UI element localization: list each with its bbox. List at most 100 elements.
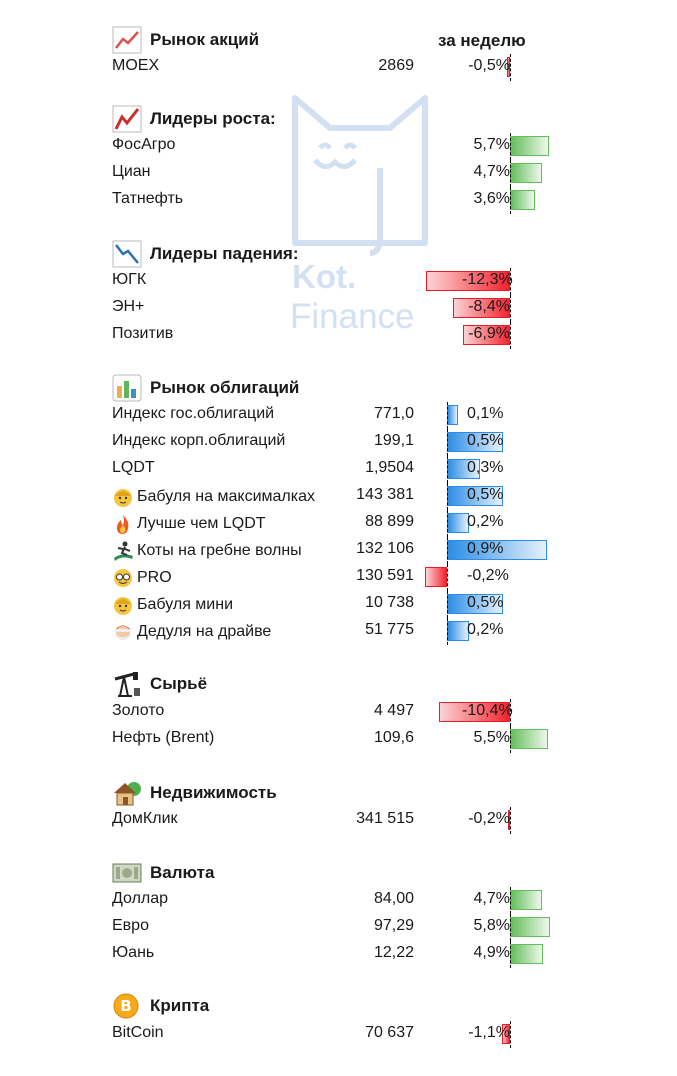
row-name: Индекс гос.облигаций [112,405,274,423]
change-bar [510,190,535,210]
row-value: 143 381 [356,486,414,503]
zero-axis [510,54,511,81]
row-name-text: ЮГК [112,271,147,288]
row-change-percent: 4,9% [473,944,510,961]
row-value: 51 775 [365,621,414,638]
zero-axis [510,295,511,322]
row-change-percent: 5,8% [473,917,510,934]
trend-up-icon [112,105,142,133]
change-bar [426,271,510,291]
section-title: Крипта [150,996,210,1015]
change-bar [508,810,510,830]
row-name-text: Нефть (Brent) [112,729,215,746]
row-name-text: Евро [112,917,149,934]
change-bar [462,325,510,345]
section-title: Лидеры роста: [150,109,276,128]
table-row: Индекс корп.облигаций 199,1 0,5% [112,429,672,456]
row-value: 97,29 [373,917,414,934]
row-name: Золото [112,702,164,720]
zero-axis [510,268,511,295]
row-value: 88 899 [365,513,414,530]
table-row: Бабуля на максималках 143 381 0,5% [112,483,672,510]
table-row: Индекс гос.облигаций 771,0 0,1% [112,402,672,429]
row-name: Нефть (Brent) [112,729,214,747]
row-name-text: PRO [137,569,172,586]
row-name-text: ДомКлик [112,810,178,827]
row-name: MOEX [112,57,159,75]
row-name: Индекс корп.облигаций [112,432,285,450]
section-title: Валюта [150,863,215,882]
table-row: Дедуля на драйве 51 775 0,2% [112,618,672,645]
row-name-text: Доллар [112,890,169,907]
row-name-text: Бабуля мини [137,596,234,613]
row-change-percent: -1,1% [468,1024,510,1041]
table-row: BitCoin 70 637 -1,1% [112,1021,672,1048]
watermark-text-finance: Finance [290,297,415,336]
row-name: ФосАгро [112,136,175,154]
table-row: Циан 4,7% [112,160,672,187]
trend-down-icon [112,240,142,268]
table-row: Позитив -6,9% [112,322,672,349]
row-value: 70 637 [365,1024,414,1041]
zero-axis [447,429,448,456]
section-title: Недвижимость [150,783,277,802]
row-name: Юань [112,944,154,962]
zero-axis [447,483,448,510]
zero-axis [510,726,511,753]
row-name: ЭН+ [112,298,144,316]
grandma-emoji-icon [114,597,132,615]
zero-axis [447,402,448,429]
row-change-percent: 0,3% [467,459,504,476]
zero-axis [447,618,448,645]
zero-axis [447,591,448,618]
row-value: 109,6 [373,729,414,746]
section-crypto: B Крипта [112,993,209,1019]
row-value: 132 106 [356,540,414,557]
row-name: LQDT [112,459,155,477]
row-change-percent: 0,2% [467,513,504,530]
row-name: Циан [112,163,151,181]
zero-axis [510,160,511,187]
change-bar [510,729,548,749]
section-realty: Недвижимость [112,780,277,806]
row-name-text: ЭН+ [112,298,145,315]
zero-axis [510,807,511,834]
week-column-header: за неделю [438,31,526,50]
row-change-percent: 3,6% [473,190,510,207]
row-change-percent: 5,7% [473,136,510,153]
row-value: 199,1 [373,432,414,449]
zero-axis [510,187,511,214]
row-change-percent: -12,3% [462,271,513,288]
row-name: Бабуля мини [112,594,233,616]
row-name: Дедуля на драйве [112,621,271,643]
table-row: Лучше чем LQDT 88 899 0,2% [112,510,672,537]
row-name-text: Золото [112,702,165,719]
section-title: Рынок облигаций [150,378,300,397]
row-change-percent: 0,5% [467,594,504,611]
grandma-emoji-icon [114,489,132,507]
table-row: Татнефть 3,6% [112,187,672,214]
row-change-percent: -6,9% [468,325,510,342]
zero-axis [510,941,511,968]
table-row: ЭН+ -8,4% [112,295,672,322]
zero-axis [510,914,511,941]
row-name-text: ФосАгро [112,136,176,153]
table-row: Нефть (Brent) 109,6 5,5% [112,726,672,753]
row-name-text: Дедуля на драйве [137,623,272,640]
section-commodities: Сырьё [112,671,207,697]
row-name-text: Индекс гос.облигаций [112,405,275,422]
row-change-percent: -0,2% [468,810,510,827]
section-title: Лидеры падения: [150,244,299,263]
zero-axis [510,699,511,726]
row-change-percent: 0,9% [467,540,504,557]
row-name-text: Коты на гребне волны [137,542,302,559]
row-change-percent: 0,5% [467,486,504,503]
row-value: 4 497 [373,702,414,719]
svg-text:B: B [120,997,131,1015]
table-row: Бабуля мини 10 738 0,5% [112,591,672,618]
section-stocks: Рынок акций [112,26,259,54]
change-bar [452,298,510,318]
row-name: Татнефть [112,190,183,208]
fire-emoji-icon [117,515,129,534]
change-bar [438,702,510,722]
